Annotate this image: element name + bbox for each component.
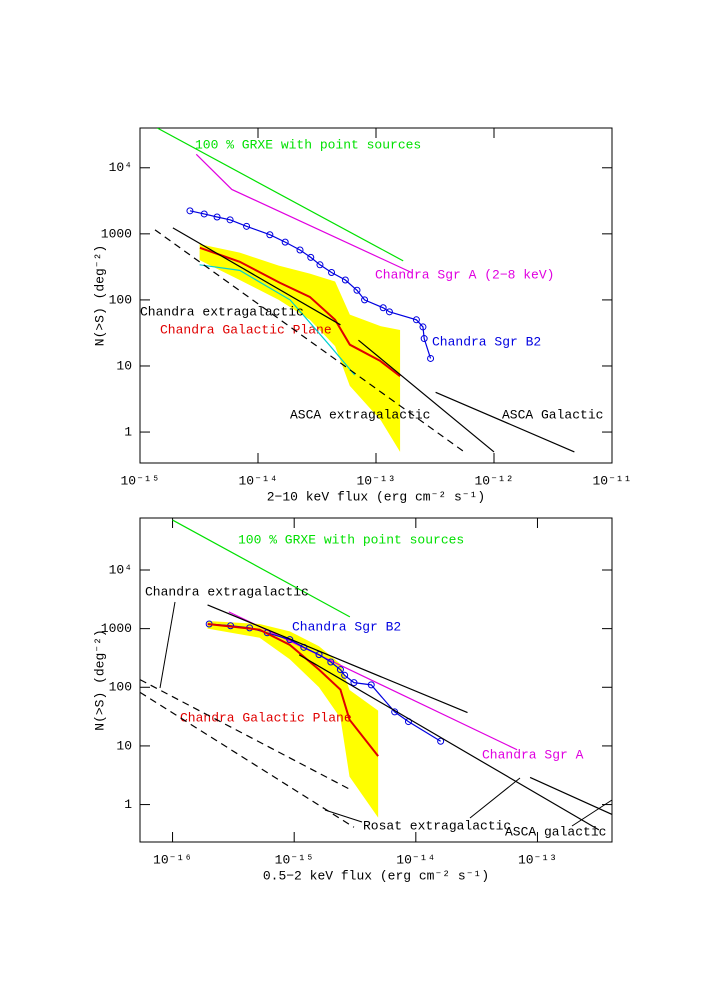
x-tick-label: 10⁻¹¹ xyxy=(592,473,631,488)
data-point xyxy=(385,308,393,316)
series-label: Chandra Galactic Plane xyxy=(180,710,352,725)
pointer xyxy=(571,799,613,827)
series-line xyxy=(172,227,341,326)
series-line xyxy=(207,604,468,714)
data-point xyxy=(419,323,427,331)
y-tick-label: 10⁴ xyxy=(109,562,132,577)
data-point xyxy=(307,253,315,261)
y-axis-label: N(>S) (deg⁻²) xyxy=(92,629,107,730)
series-line xyxy=(140,679,351,791)
y-tick-label: 1000 xyxy=(101,226,132,241)
data-point xyxy=(327,658,335,666)
series-line xyxy=(140,691,355,828)
x-tick-label: 10⁻¹⁵ xyxy=(120,473,159,488)
series-line xyxy=(298,654,600,831)
x-axis-label: 2−10 keV flux (erg cm⁻² s⁻¹) xyxy=(267,489,486,504)
data-point xyxy=(350,679,358,687)
series-line xyxy=(195,153,412,274)
series-line xyxy=(156,128,404,262)
series-line xyxy=(199,264,356,376)
series-label: Rosat extragalactic xyxy=(363,818,511,833)
series-line xyxy=(228,611,518,751)
series-label: Chandra extragalactic xyxy=(140,304,304,319)
y-tick-label: 100 xyxy=(109,292,132,307)
series-label: ASCA Galactic xyxy=(502,407,603,422)
series-line xyxy=(199,246,401,378)
series-line xyxy=(358,339,495,453)
series-label: ASCA extragalactic xyxy=(290,407,430,422)
data-point xyxy=(437,737,445,745)
data-point xyxy=(328,268,336,276)
data-point xyxy=(296,246,304,254)
data-point xyxy=(316,261,324,269)
data-point xyxy=(281,238,289,246)
y-tick-label: 100 xyxy=(109,680,132,695)
series-label: 100 % GRXE with point sources xyxy=(238,532,464,547)
x-axis-label: 0.5−2 keV flux (erg cm⁻² s⁻¹) xyxy=(263,868,489,883)
y-axis-label: N(>S) (deg⁻²) xyxy=(92,245,107,346)
series-label: Chandra Sgr A xyxy=(482,747,584,762)
series-line xyxy=(172,519,351,618)
y-tick-label: 1 xyxy=(124,797,132,812)
series-line xyxy=(207,622,379,757)
series-line xyxy=(154,229,465,453)
y-tick-label: 10⁴ xyxy=(109,160,132,175)
y-tick-label: 1000 xyxy=(101,621,132,636)
y-tick-label: 10 xyxy=(116,358,132,373)
data-point xyxy=(266,231,274,239)
series-label: 100 % GRXE with point sources xyxy=(195,137,421,152)
data-point xyxy=(226,216,234,224)
data-point xyxy=(427,354,435,362)
series-label: Chandra Sgr B2 xyxy=(292,619,401,634)
data-point xyxy=(341,671,349,679)
y-tick-label: 1 xyxy=(124,424,132,439)
y-tick-label: 10 xyxy=(116,738,132,753)
data-point xyxy=(361,296,369,304)
band xyxy=(207,620,379,818)
band xyxy=(199,244,401,452)
x-tick-label: 10⁻¹⁴ xyxy=(238,473,277,488)
x-tick-label: 10⁻¹⁶ xyxy=(153,852,192,867)
series-label: Chandra Sgr B2 xyxy=(432,334,541,349)
pointer xyxy=(324,809,363,823)
data-point xyxy=(379,304,387,312)
x-tick-label: 10⁻¹⁵ xyxy=(275,852,314,867)
x-tick-label: 10⁻¹³ xyxy=(356,473,395,488)
data-point xyxy=(341,276,349,284)
data-point xyxy=(367,681,375,689)
series-line xyxy=(529,776,612,815)
x-tick-label: 10⁻¹⁴ xyxy=(396,852,435,867)
pointer xyxy=(159,601,176,689)
data-point xyxy=(213,213,221,221)
data-point xyxy=(420,335,428,343)
x-tick-label: 10⁻¹³ xyxy=(518,852,557,867)
data-point xyxy=(353,286,361,294)
series-label: Chandra Galactic Plane xyxy=(160,322,332,337)
data-point xyxy=(186,207,194,215)
series-label: Chandra extragalactic xyxy=(145,584,309,599)
pointer xyxy=(469,777,521,819)
data-point xyxy=(243,222,251,230)
series-line xyxy=(435,391,575,453)
x-tick-label: 10⁻¹² xyxy=(474,473,513,488)
data-point xyxy=(412,316,420,324)
series-label: ASCA galactic xyxy=(505,824,606,839)
data-point xyxy=(336,666,344,674)
series-label: Chandra Sgr A (2−8 keV) xyxy=(375,267,554,282)
data-point xyxy=(200,210,208,218)
